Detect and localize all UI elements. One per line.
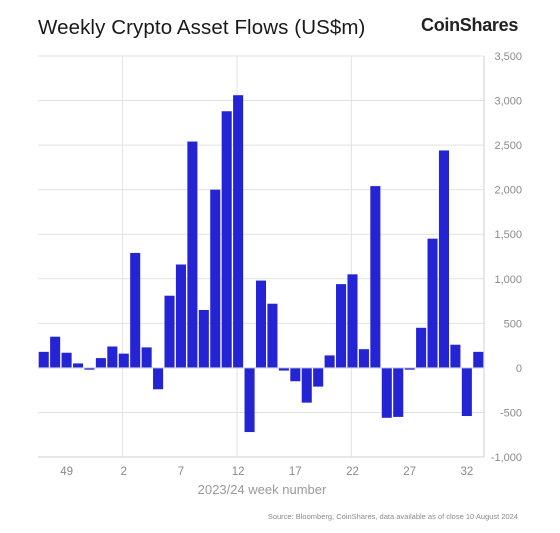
bar <box>438 150 450 368</box>
y-tick-label: 0 <box>516 363 522 375</box>
bar <box>244 367 255 433</box>
x-tick-label: 32 <box>460 466 473 478</box>
y-tick-label: 500 <box>504 318 522 330</box>
x-tick-label: 49 <box>60 466 73 478</box>
bar <box>187 141 198 368</box>
y-tick-label: 1,500 <box>494 229 522 241</box>
bar <box>50 336 61 368</box>
bar <box>141 347 152 368</box>
bar <box>427 238 438 368</box>
bar <box>95 358 106 368</box>
y-tick-label: -1,000 <box>491 452 522 464</box>
coinshares-logo: CoinShares <box>421 15 519 35</box>
bar <box>313 367 324 387</box>
bar <box>381 367 392 418</box>
bar <box>290 367 301 382</box>
axes <box>38 56 485 458</box>
tick-labels: -1,000 -500 0 500 1,000 1,500 2,000 2,500 3,000 3… <box>60 51 522 478</box>
bar <box>84 367 95 370</box>
source-note: Source: Bloomberg, CoinShares, data avai… <box>267 512 518 521</box>
bar <box>473 351 484 368</box>
chart-title: Weekly Crypto Asset Flows (US$m) <box>38 16 366 39</box>
bar <box>164 295 175 368</box>
bar <box>255 280 267 368</box>
bar <box>175 264 186 368</box>
x-tick-label: 2 <box>121 466 127 478</box>
y-tick-label: 1,000 <box>494 274 522 286</box>
x-axis-label: 2023/24 week number <box>198 482 327 497</box>
bar <box>72 363 84 368</box>
x-tick-label: 17 <box>289 466 302 478</box>
bar <box>198 309 209 368</box>
y-tick-label: -500 <box>500 407 522 419</box>
bar <box>61 352 72 368</box>
bar <box>336 284 347 368</box>
bar <box>118 353 129 368</box>
y-tick-label: 3,500 <box>494 51 522 63</box>
y-tick-label: 2,000 <box>494 185 522 197</box>
bar <box>393 367 404 417</box>
y-tick-label: 3,000 <box>494 96 522 108</box>
bar <box>404 367 415 370</box>
bar <box>278 367 289 371</box>
bar <box>461 367 472 417</box>
bar <box>324 355 335 368</box>
bar <box>347 274 358 368</box>
bar <box>267 303 278 368</box>
bar <box>370 186 381 368</box>
bar <box>107 346 118 368</box>
bar <box>416 327 427 368</box>
bar <box>358 349 369 368</box>
x-tick-label: 22 <box>346 466 359 478</box>
bars <box>38 95 484 433</box>
x-tick-label: 27 <box>403 466 416 478</box>
bar <box>210 189 221 368</box>
gridlines <box>38 55 484 458</box>
bar <box>301 367 312 403</box>
bar <box>153 367 164 390</box>
x-tick-label: 7 <box>178 466 184 478</box>
bar <box>130 252 141 368</box>
y-tick-label: 2,500 <box>494 140 522 152</box>
x-tick-label: 12 <box>232 466 245 478</box>
bar <box>221 111 232 368</box>
bar <box>450 344 461 368</box>
bar <box>38 351 49 368</box>
bar <box>233 95 244 368</box>
